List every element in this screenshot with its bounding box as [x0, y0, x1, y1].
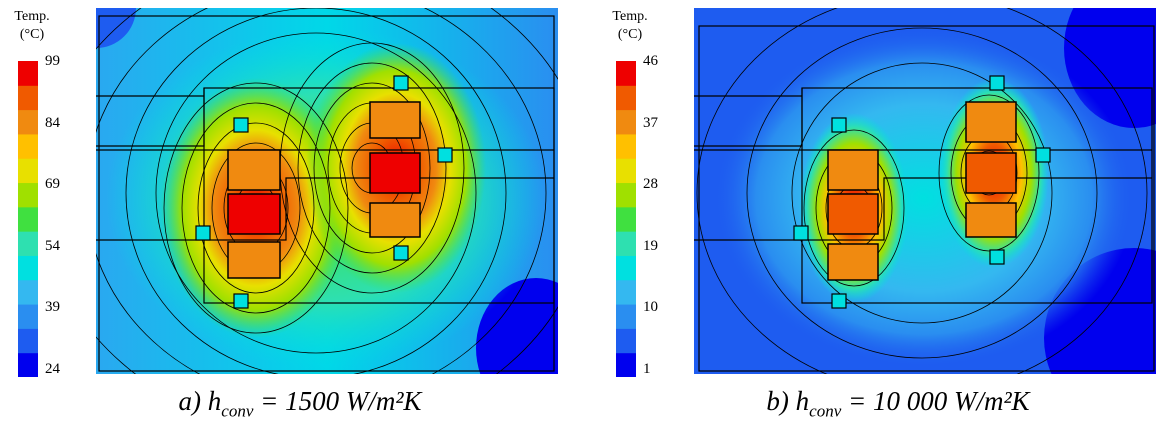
colorbar-step [18, 328, 38, 353]
caption: b) hconv = 10 000 W/m²K [598, 384, 1159, 428]
colorbar-step [616, 134, 636, 159]
colorbar-tick-label: 37 [643, 115, 658, 131]
colorbar-step [18, 255, 38, 280]
caption: a) hconv = 1500 W/m²K [0, 384, 600, 428]
caption-subscript: conv [809, 401, 841, 420]
colorbar-step [616, 353, 636, 377]
colorbar-tick-label: 1 [643, 361, 651, 377]
temperature-map-panel-a: Temp. (°C) 99 84 69 54 39 24 [0, 0, 560, 426]
colorbar-step [616, 328, 636, 353]
colorbar-step [616, 61, 636, 86]
colorbar-tick-label: 24 [45, 361, 60, 377]
colorbar-tick-label: 28 [643, 176, 658, 192]
colorbar-tick-label: 84 [45, 115, 60, 131]
colorbar-step [18, 231, 38, 256]
colorbar-tick-label: 69 [45, 176, 60, 192]
colorbar [616, 61, 636, 377]
colorbar-title-line-2: (°C) [610, 26, 650, 44]
colorbar-step [616, 183, 636, 208]
colorbar-step [18, 61, 38, 86]
colorbar-step [18, 85, 38, 110]
colorbar [18, 61, 38, 377]
colorbar-tick-label: 99 [45, 53, 60, 69]
colorbar-step [616, 280, 636, 305]
caption-suffix: = 10 000 W/m²K [841, 386, 1029, 416]
colorbar-title: Temp. (°C) [12, 8, 52, 44]
colorbar-step [616, 231, 636, 256]
colorbar-tick-label: 19 [643, 238, 658, 254]
colorbar-step [18, 353, 38, 377]
colorbar-step [616, 85, 636, 110]
caption-prefix: b) h [766, 386, 809, 416]
caption-prefix: a) h [179, 386, 222, 416]
colorbar-tick-label: 54 [45, 238, 60, 254]
colorbar-title-line-1: Temp. [12, 8, 52, 26]
colorbar-tick-label: 39 [45, 299, 60, 315]
temperature-field [96, 8, 558, 374]
colorbar-step [616, 255, 636, 280]
colorbar-step [18, 134, 38, 159]
colorbar-step [616, 207, 636, 232]
colorbar-step [616, 304, 636, 329]
colorbar-step [18, 110, 38, 135]
colorbar-step [18, 207, 38, 232]
colorbar-title-line-2: (°C) [12, 26, 52, 44]
colorbar-step [18, 280, 38, 305]
colorbar-title-line-1: Temp. [610, 8, 650, 26]
colorbar-step [616, 110, 636, 135]
temperature-map-panel-b: Temp. (°C) 46 37 28 19 10 1 [598, 0, 1158, 426]
colorbar-tick-label: 10 [643, 299, 658, 315]
colorbar-step [616, 158, 636, 183]
colorbar-step [18, 183, 38, 208]
caption-suffix: = 1500 W/m²K [253, 386, 421, 416]
colorbar-title: Temp. (°C) [610, 8, 650, 44]
colorbar-tick-label: 46 [643, 53, 658, 69]
colorbar-step [18, 158, 38, 183]
caption-subscript: conv [221, 401, 253, 420]
colorbar-step [18, 304, 38, 329]
temperature-field [694, 8, 1156, 374]
